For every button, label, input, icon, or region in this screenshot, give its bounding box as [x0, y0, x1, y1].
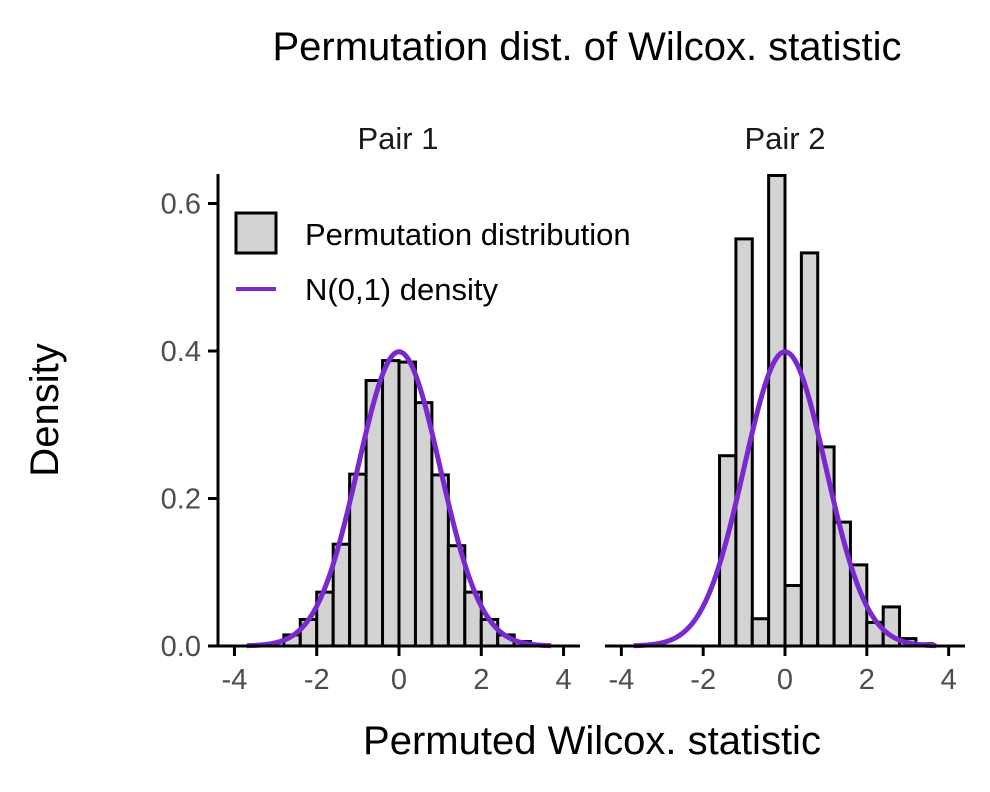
- y-tick-label-3: 0.4: [161, 336, 201, 368]
- panel-2-x-tick-label-5: 4: [941, 664, 957, 696]
- panel-1-x-tick-label-5: 4: [555, 664, 571, 696]
- panel-1-bar-9: [413, 401, 434, 648]
- y-tick-label-1: 0.0: [161, 631, 201, 663]
- legend-histogram-key: [234, 211, 278, 255]
- y-axis-title: Density: [23, 343, 67, 476]
- panel-2-x-tick-label-3: 0: [777, 664, 793, 696]
- panel-2-bar-3: [750, 617, 771, 648]
- y-tick-label-4: 0.6: [161, 189, 201, 221]
- panel-1: -4 -2 0 2 4: [218, 349, 580, 696]
- panel-1-x-tick-label-3: 0: [391, 664, 407, 696]
- panel-1-bar-8: [397, 360, 417, 648]
- panel-2-normal-curve: [632, 349, 938, 649]
- panel-1-x-tick-label-2: -2: [304, 664, 330, 696]
- panel-2: -4 -2 0 2 4: [605, 173, 965, 696]
- legend-label-permutation: Permutation distribution: [305, 217, 631, 252]
- panel-2-x-tick-label-4: 2: [859, 664, 875, 696]
- panel-2-bar-4: [767, 173, 787, 648]
- panel-2-bar-5: [783, 584, 803, 648]
- panel-1-strip-label: Pair 1: [358, 121, 439, 156]
- panel-2-strip-label: Pair 2: [745, 121, 826, 156]
- panel-1-normal-curve: [245, 349, 553, 649]
- panel-2-bar-6: [799, 251, 820, 648]
- panel-2-x-tick-label-1: -4: [608, 664, 634, 696]
- legend: Permutation distribution N(0,1) density: [234, 211, 631, 307]
- chart-title: Permutation dist. of Wilcox. statistic: [272, 25, 901, 69]
- panel-1-x-tick-label-1: -4: [222, 664, 248, 696]
- y-tick-label-2: 0.2: [161, 484, 201, 516]
- plot-area: -4 -2 0 2 4 -4 -2 0 2 4 0.0 0.2 0.4 0.6: [161, 173, 965, 696]
- panel-1-bar-7: [381, 359, 401, 648]
- legend-label-normal: N(0,1) density: [305, 272, 498, 307]
- panel-1-x-tick-label-4: 2: [473, 664, 489, 696]
- x-axis-title: Permuted Wilcox. statistic: [363, 719, 821, 763]
- panel-2-x-tick-label-2: -2: [690, 664, 716, 696]
